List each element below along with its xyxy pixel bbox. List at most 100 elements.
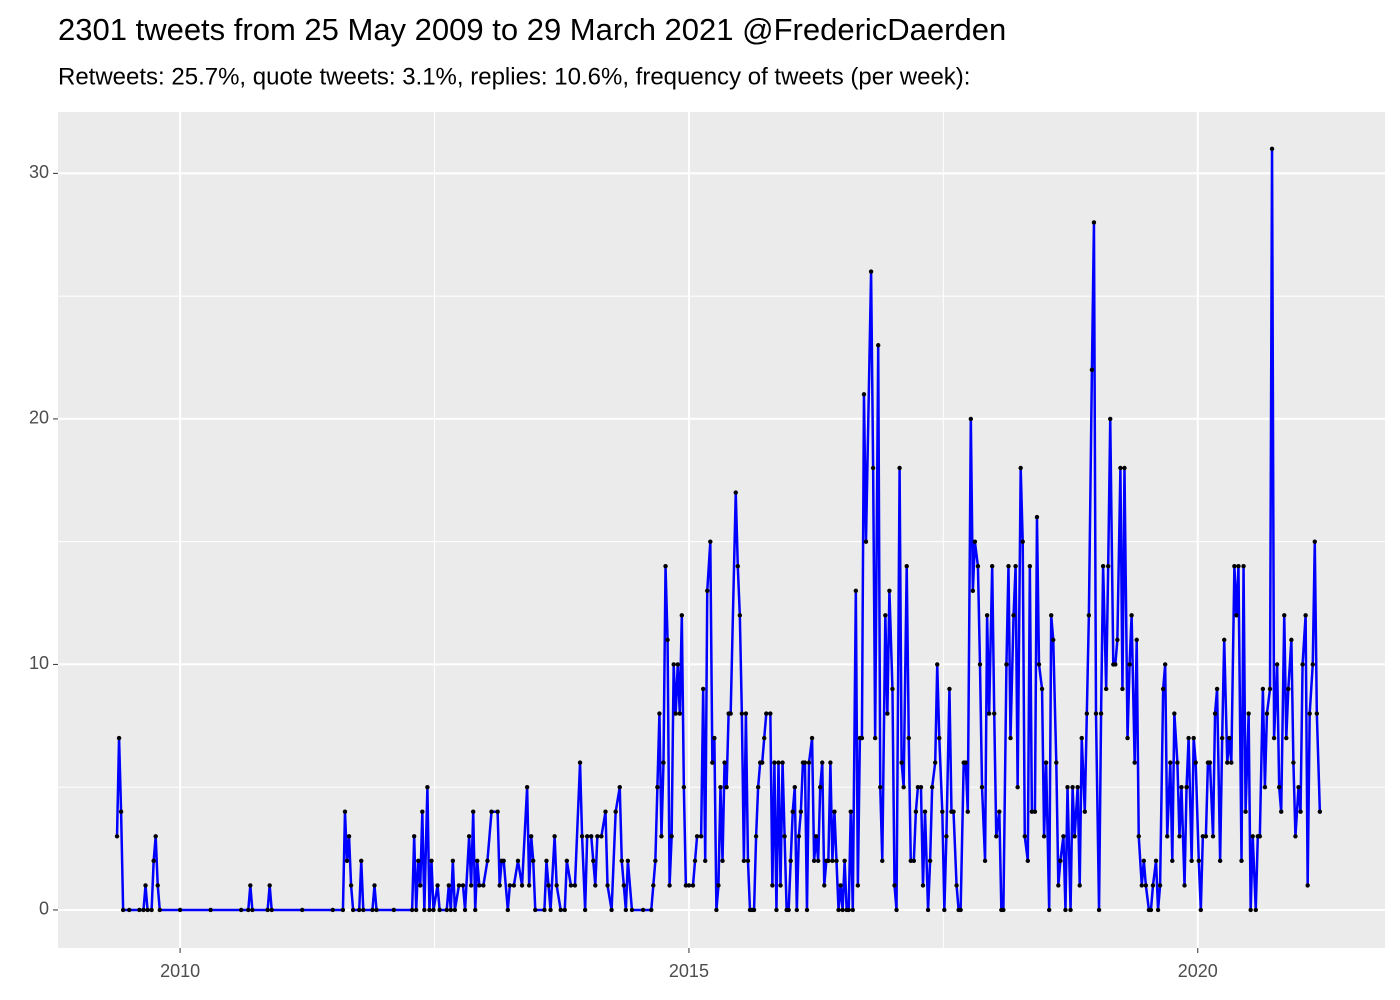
point	[437, 907, 442, 913]
point	[755, 784, 761, 790]
point	[1118, 465, 1123, 471]
point	[673, 711, 678, 716]
point	[564, 858, 570, 864]
point	[1015, 784, 1020, 790]
point	[1129, 613, 1134, 618]
point	[1098, 711, 1104, 716]
point	[1134, 637, 1139, 643]
point	[712, 735, 717, 741]
point	[605, 883, 610, 888]
point	[481, 883, 486, 888]
point	[446, 883, 451, 888]
point	[1065, 784, 1070, 790]
point	[1229, 760, 1234, 765]
point	[906, 735, 911, 741]
point	[265, 907, 270, 913]
point	[346, 834, 352, 839]
point	[603, 809, 608, 814]
point	[599, 834, 604, 839]
point	[342, 809, 348, 814]
point	[1122, 465, 1127, 471]
point	[908, 858, 913, 864]
x-tick-label: 2010	[160, 961, 200, 981]
point	[1036, 662, 1042, 667]
point	[663, 564, 668, 569]
point	[894, 907, 899, 913]
point	[1115, 637, 1120, 643]
point	[145, 907, 150, 913]
point	[780, 760, 785, 765]
point	[694, 834, 700, 839]
point	[751, 907, 757, 913]
point	[361, 907, 366, 913]
point	[840, 907, 845, 913]
point	[1162, 662, 1168, 667]
point	[269, 907, 274, 913]
point	[848, 809, 853, 814]
point	[770, 883, 775, 888]
point	[1100, 564, 1106, 569]
point	[1227, 735, 1232, 741]
point	[495, 809, 500, 814]
point	[1307, 711, 1312, 716]
point	[1103, 686, 1109, 692]
point	[1106, 564, 1111, 569]
point	[1075, 784, 1080, 790]
point	[925, 907, 931, 913]
chart-subtitle: Retweets: 25.7%, quote tweets: 3.1%, rep…	[58, 63, 970, 90]
point	[1203, 834, 1209, 839]
point	[850, 907, 855, 913]
point	[944, 834, 949, 839]
point	[1093, 711, 1099, 716]
point	[155, 883, 160, 888]
point	[846, 907, 851, 913]
point	[818, 784, 823, 790]
point	[1217, 858, 1223, 864]
point	[1175, 760, 1180, 765]
point	[982, 858, 988, 864]
point	[348, 883, 354, 888]
point	[414, 907, 419, 913]
point	[1113, 662, 1118, 667]
point	[671, 662, 676, 667]
point	[429, 858, 434, 864]
point	[1286, 686, 1291, 692]
point	[842, 858, 847, 864]
point	[1039, 686, 1045, 692]
point	[1150, 883, 1156, 888]
point	[409, 907, 415, 913]
point	[1200, 834, 1206, 839]
point	[745, 858, 751, 864]
point	[460, 883, 466, 888]
point	[411, 834, 417, 839]
point	[542, 907, 547, 913]
point	[519, 883, 525, 888]
point	[716, 883, 721, 888]
point	[546, 883, 551, 888]
point	[855, 883, 861, 888]
point	[880, 858, 885, 864]
point	[1239, 858, 1244, 864]
point	[1008, 735, 1013, 741]
point	[1207, 760, 1213, 765]
point	[942, 907, 947, 913]
point	[1182, 883, 1187, 888]
point	[250, 907, 255, 913]
point	[859, 735, 865, 741]
point	[1096, 907, 1102, 913]
chart-title: 2301 tweets from 25 May 2009 to 29 March…	[58, 12, 1006, 47]
point	[416, 858, 421, 864]
point	[937, 735, 942, 741]
point	[1219, 735, 1225, 741]
point	[741, 858, 747, 864]
point	[1157, 883, 1163, 888]
point	[1172, 711, 1177, 716]
point	[804, 907, 810, 913]
point	[477, 883, 482, 888]
point	[1041, 834, 1047, 839]
point	[593, 883, 598, 888]
point	[1148, 907, 1154, 913]
point	[1068, 907, 1073, 913]
point	[350, 907, 356, 913]
